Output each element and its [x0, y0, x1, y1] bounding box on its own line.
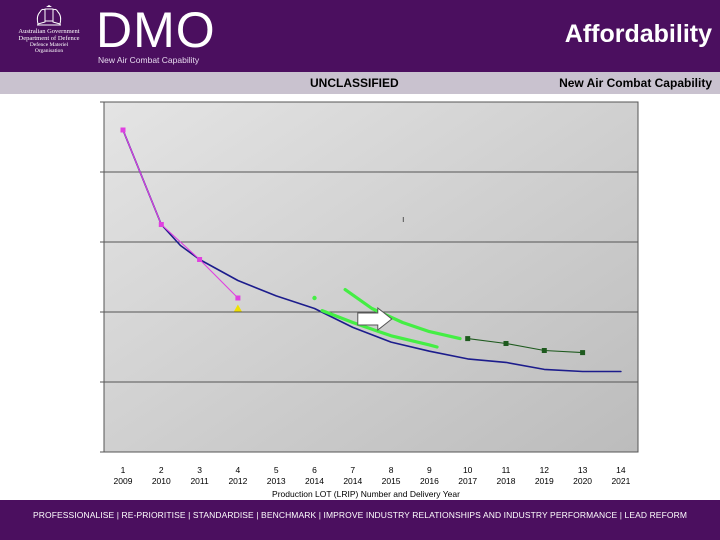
x-tick-lot: 10 [463, 465, 473, 475]
footer-bar [0, 500, 720, 540]
x-tick-lot: 13 [578, 465, 588, 475]
arrow-marker-icon [357, 306, 393, 332]
x-tick-year: 2017 [458, 476, 477, 486]
series-line-green-lower [320, 309, 439, 349]
crest-line-2: Department of Defence [18, 35, 80, 42]
crest-line-1: Australian Government [18, 28, 80, 35]
data-point-dark-green [580, 350, 586, 356]
x-tick-lot: 4 [236, 465, 241, 475]
x-tick-year: 2019 [535, 476, 554, 486]
x-tick-lot: 1 [121, 465, 126, 475]
x-tick-year: 2016 [420, 476, 439, 486]
x-tick-year: 2012 [228, 476, 247, 486]
crest-line-4: Organisation [34, 48, 64, 54]
data-point-yellow-triangle [233, 304, 242, 312]
series-line-magenta [122, 129, 239, 299]
x-tick-labels: 1200922010320114201252013620147201482015… [114, 465, 631, 486]
classification-label: UNCLASSIFIED [310, 76, 399, 90]
dmo-logo-subtitle: New Air Combat Capability [98, 55, 200, 65]
series-layer [120, 127, 622, 373]
series-line-dark-green [467, 338, 584, 354]
x-tick-year: 2021 [611, 476, 630, 486]
page-title: Affordability [564, 20, 712, 48]
program-label: New Air Combat Capability [559, 76, 712, 90]
x-tick-lot: 12 [540, 465, 550, 475]
coat-of-arms-icon [36, 5, 62, 26]
x-tick-lot: 3 [197, 465, 202, 475]
x-tick-year: 2015 [382, 476, 401, 486]
x-tick-lot: 2 [159, 465, 164, 475]
annotation-mark: ı [402, 214, 405, 224]
cost-chart: 1200922010320114201252013620147201482015… [100, 101, 639, 499]
data-point-green-dot [312, 295, 317, 301]
x-tick-lot: 11 [502, 465, 511, 475]
x-axis-label: Production LOT (LRIP) Number and Deliver… [272, 489, 460, 499]
x-tick-year: 2013 [267, 476, 286, 486]
header-bar [0, 0, 720, 72]
x-tick-lot: 9 [427, 465, 432, 475]
x-tick-lot: 6 [312, 465, 317, 475]
x-tick-year: 2014 [305, 476, 324, 486]
footer-tagline: PROFESSIONALISE | RE-PRIORITISE | STANDA… [33, 510, 687, 520]
dmo-logo: DMO [96, 2, 216, 58]
series-line-green-upper [343, 288, 462, 341]
x-tick-lot: 7 [350, 465, 355, 475]
data-point-dark-green [541, 348, 547, 353]
crest-line-3: Defence Materiel [29, 42, 69, 48]
gridlines [100, 101, 638, 453]
x-tick-year: 2010 [152, 476, 171, 486]
data-point-magenta [158, 222, 164, 227]
series-line-blue [122, 129, 622, 373]
data-point-dark-green [503, 341, 509, 346]
x-tick-lot: 8 [389, 465, 394, 475]
x-tick-year: 2009 [114, 476, 133, 486]
classification-bar [0, 72, 720, 94]
x-tick-lot: 5 [274, 465, 279, 475]
data-point-magenta [197, 257, 203, 262]
x-tick-year: 2018 [497, 476, 516, 486]
data-point-magenta [120, 127, 126, 133]
x-tick-year: 2011 [190, 476, 209, 486]
data-point-magenta [235, 295, 241, 301]
x-tick-year: 2020 [573, 476, 592, 486]
x-tick-lot: 14 [616, 465, 626, 475]
government-crest: Australian Government Department of Defe… [10, 4, 88, 68]
x-tick-year: 2014 [343, 476, 362, 486]
plot-area [103, 101, 639, 453]
data-point-dark-green [465, 336, 471, 342]
